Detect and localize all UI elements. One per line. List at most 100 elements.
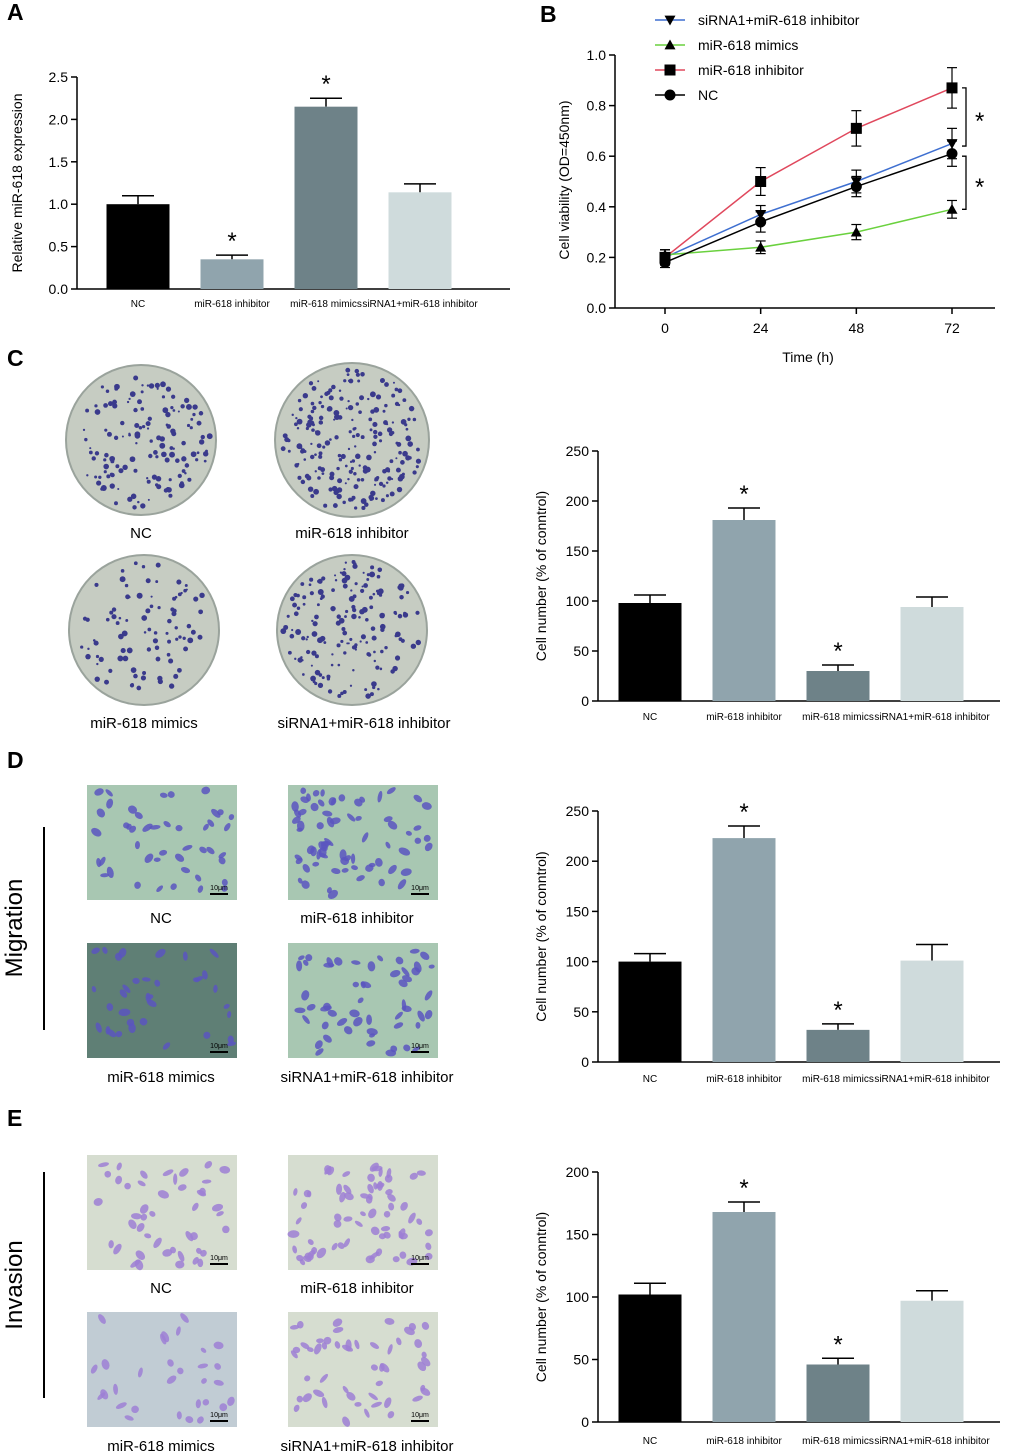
colony-dot [332,503,338,508]
colony-dot [314,614,319,620]
colony-dot [182,636,186,640]
stained-cell [399,1232,408,1240]
colony-dot [296,427,300,430]
stained-cell [292,816,301,824]
stained-cell [202,1399,210,1406]
colony-dot [121,630,128,637]
category-label: miR-618 mimics [290,299,362,310]
stained-cell [300,1342,310,1350]
colony-dot [397,403,401,407]
y-tick-label: 50 [573,1352,589,1368]
colony-dot [302,393,309,399]
colony-dot [331,384,336,390]
colony-dot [351,613,357,620]
y-tick-label: 200 [566,1164,590,1180]
colony-dot [323,503,328,508]
stained-cell [401,967,410,977]
stained-cell [156,885,164,893]
colony-dot [161,395,166,399]
stained-cell [320,789,325,797]
stained-cell [351,865,358,871]
stained-cell [223,823,231,832]
colony-dot [323,641,327,644]
stained-cell [128,805,138,814]
stained-cell [128,1023,136,1034]
colony-dot [124,583,129,588]
colony-dot [82,428,86,431]
culture-plate [70,556,218,704]
stained-cell [287,1230,300,1238]
colony-dot [125,594,130,600]
colony-dot [310,664,313,667]
colony-dot [368,417,373,422]
colony-dot [136,685,142,691]
bar-0 [618,1294,682,1422]
y-axis-label: Cell number (% of conntrol) [533,851,549,1021]
colony-dot [94,582,99,587]
stained-cell [314,1040,323,1050]
bar-2 [806,1029,870,1062]
category-label: NC [131,299,145,310]
y-tick-label: 0.0 [587,300,607,316]
stained-cell [296,827,303,832]
colony-dot [358,464,361,467]
colony-dot [133,468,138,473]
colony-dot [128,433,131,437]
stained-cell [357,997,364,1004]
colony-dot [146,479,151,484]
colony-dot [296,593,300,598]
stained-cell [399,1251,407,1259]
colony-dot [171,611,177,617]
colony-dot [143,631,147,634]
colony-dot [355,432,360,438]
stained-cell [315,1048,324,1056]
data-point [850,226,862,237]
colony-dot [397,388,403,394]
migration-caption-mimics: miR-618 mimics [107,1069,215,1086]
stained-cell [119,989,128,998]
stained-cell [221,885,228,892]
stained-cell [159,849,168,856]
colony-caption-mimics: miR-618 mimics [90,715,198,732]
colony-dot [141,565,146,569]
data-point [755,241,767,252]
stained-cell [113,1243,122,1255]
colony-dot [151,474,158,480]
stained-cell [408,1212,416,1224]
stained-cell [403,1044,411,1052]
data-point [659,256,671,268]
colony-dot [347,399,350,403]
colony-dot [297,475,302,480]
colony-dot [346,373,350,377]
colony-dot [334,574,337,577]
stained-cell [216,1211,224,1217]
colony-dot [353,472,357,476]
stained-cell [347,813,356,822]
colony-dot [407,417,411,421]
stained-cell [324,838,334,847]
colony-dot [100,385,104,389]
bar-3 [388,192,452,289]
stained-cell [155,948,166,958]
stained-cell [310,802,319,812]
stained-cell [421,802,432,810]
stained-cell [340,856,350,865]
colony-dot [311,423,315,427]
colony-dot [303,458,307,461]
stained-cell [326,957,334,968]
colony-dot [170,607,175,612]
stained-cell [142,823,153,832]
colony-dot [355,372,360,377]
colony-dot [379,378,385,384]
stained-cell [424,1010,433,1020]
y-tick-label: 1.0 [49,196,69,212]
stained-cell [412,1395,423,1402]
colony-dot [319,635,326,642]
colony-dot [105,617,110,622]
stained-cell [182,951,188,961]
stained-cell [185,1416,194,1424]
colony-dot [192,412,196,417]
colony-dot [364,688,368,692]
colony-dot [353,484,359,490]
colony-dot [318,673,323,677]
